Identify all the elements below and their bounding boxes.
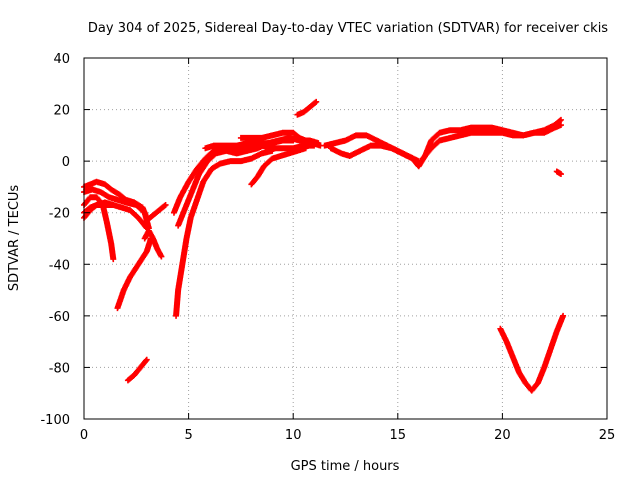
chart-title: Day 304 of 2025, Sidereal Day-to-day VTE… [88, 21, 608, 36]
series-arc-6 [114, 235, 154, 312]
data-marker-trace [497, 312, 567, 394]
series-arc-19 [419, 122, 564, 162]
series-arc-7 [124, 356, 150, 384]
y-tick-label: -60 [49, 310, 70, 325]
axis-ticks: 0 5 10 15 20 25 -100 -80 -60 -40 -20 0 20 40 [40, 52, 615, 443]
series-arc-15 [237, 129, 324, 149]
y-tick-label: -20 [49, 207, 70, 222]
series-arc-16 [294, 98, 320, 118]
series-arc-13 [202, 137, 297, 152]
x-tick-label: 20 [494, 428, 511, 443]
plot-frame [83, 57, 608, 420]
y-tick-label: 40 [53, 52, 70, 67]
data-points [81, 98, 567, 394]
data-marker-trace [114, 235, 154, 312]
series-arc-11 [173, 147, 276, 319]
data-marker-trace [173, 147, 276, 319]
data-marker-trace [553, 168, 564, 178]
y-tick-label: 0 [62, 155, 70, 170]
y-tick-label: -80 [49, 361, 70, 376]
data-marker-trace [248, 145, 309, 188]
x-tick-label: 0 [80, 428, 88, 443]
data-marker-trace [419, 122, 564, 162]
x-tick-label: 10 [285, 428, 302, 443]
data-marker-trace [202, 137, 297, 152]
series-arc-9 [143, 201, 169, 224]
x-axis-label: GPS time / hours [291, 459, 400, 474]
x-tick-label: 5 [184, 428, 192, 443]
data-marker-trace [141, 227, 165, 260]
y-axis-label: SDTVAR / TECUs [7, 185, 22, 292]
x-tick-label: 15 [390, 428, 407, 443]
grid-layer [84, 58, 607, 419]
y-tick-label: -40 [49, 258, 70, 273]
series-arc-8 [141, 227, 165, 260]
series-arc-20 [553, 168, 564, 178]
series-arc-14 [248, 145, 309, 188]
data-marker-trace [143, 201, 169, 224]
data-marker-trace [294, 98, 320, 118]
data-marker-trace [124, 356, 150, 384]
x-tick-label: 25 [599, 428, 616, 443]
data-marker-trace [237, 129, 324, 149]
y-tick-label: 20 [53, 104, 70, 119]
series-arc-21 [497, 312, 567, 394]
y-tick-label: -100 [40, 413, 70, 428]
